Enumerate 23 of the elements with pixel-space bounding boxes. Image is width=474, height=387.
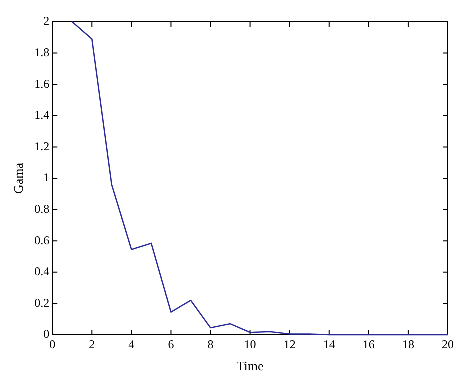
- y-tick-label: 2: [44, 14, 50, 28]
- x-tick-label: 2: [89, 337, 96, 352]
- x-tick-label: 10: [244, 337, 256, 352]
- y-tick-label: 1.4: [34, 108, 50, 122]
- x-tick-label: 16: [362, 337, 375, 352]
- y-tick-label: 1: [44, 170, 50, 185]
- y-tick-label: 1.8: [34, 45, 50, 60]
- y-tick-label: 1.2: [34, 139, 50, 154]
- x-tick-label: 14: [323, 337, 336, 352]
- x-tick-label: 6: [168, 337, 174, 352]
- y-tick-label: 0.6: [34, 233, 50, 248]
- y-tick-label: 0: [44, 327, 50, 342]
- y-tick-label: 0.4: [34, 264, 50, 279]
- y-tick-label: 0.8: [34, 202, 50, 216]
- x-tick-label: 4: [128, 337, 135, 352]
- y-tick-label: 0.2: [34, 296, 50, 310]
- y-tick-label: 1.6: [34, 76, 50, 91]
- y-axis-title: Gama: [11, 162, 26, 194]
- x-tick-label: 18: [402, 337, 414, 352]
- x-tick-label: 8: [208, 337, 214, 352]
- x-tick-label: 12: [284, 337, 296, 352]
- x-tick-label: 20: [442, 337, 454, 352]
- x-axis-title: Time: [236, 358, 264, 374]
